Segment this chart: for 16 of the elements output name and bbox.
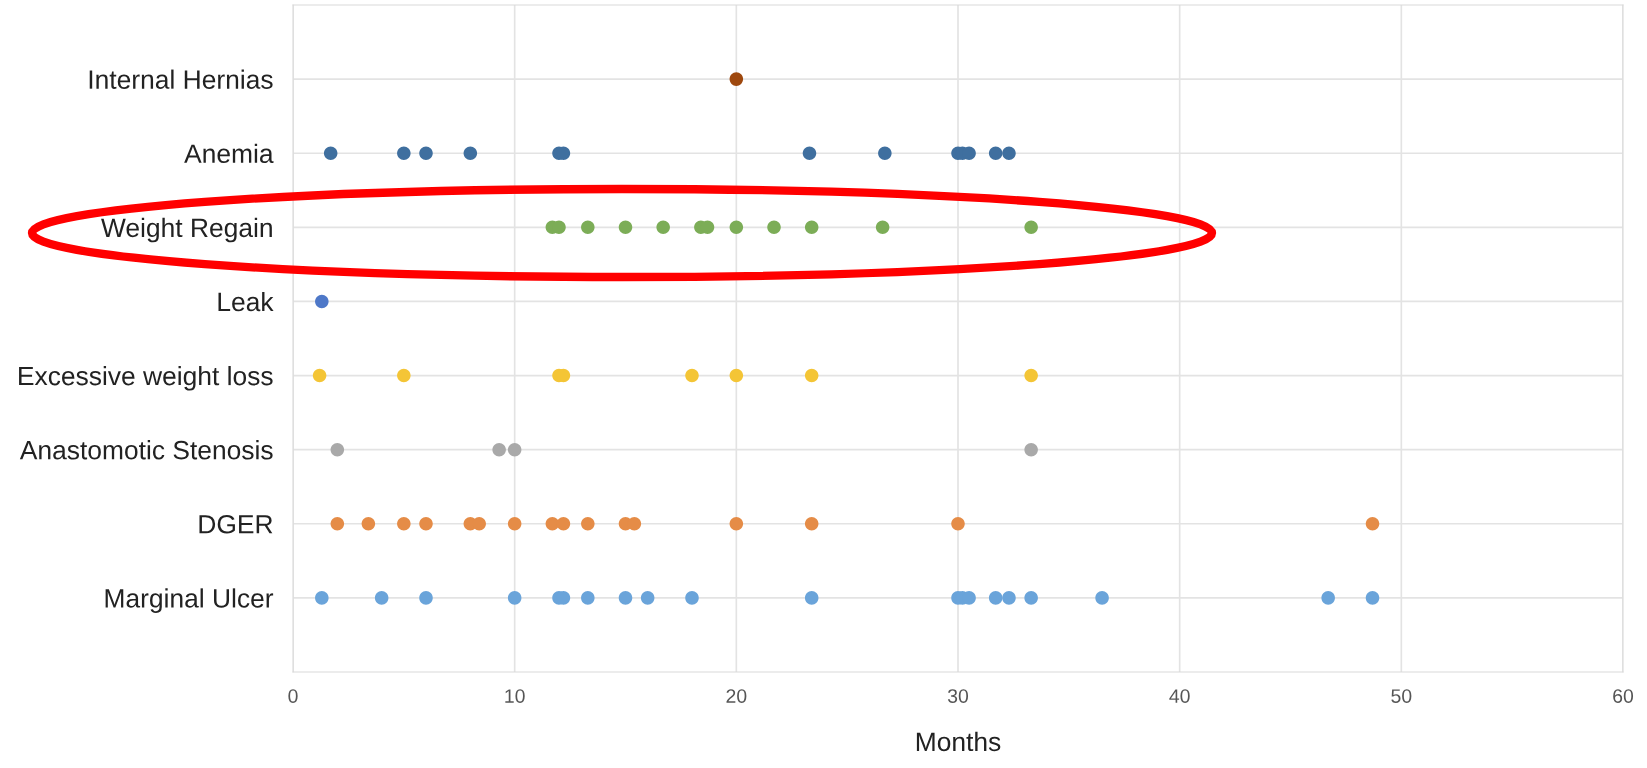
x-tick-label: 10	[505, 689, 525, 703]
y-tick-label: Internal Hernias	[89, 69, 273, 89]
x-tick-label: 0	[288, 689, 298, 703]
y-tick-label: Anemia	[184, 143, 274, 164]
y-tick-label: Leak	[218, 291, 274, 312]
y-tick-label: DGER	[199, 514, 273, 534]
x-tick-label: 50	[1391, 689, 1412, 703]
y-tick-label: Marginal Ulcer	[105, 588, 274, 613]
x-axis-title: Months	[916, 731, 1001, 752]
x-tick-label: 30	[947, 689, 969, 703]
y-tick-label: Excessive weight loss	[19, 365, 273, 391]
x-tick-label: 40	[1169, 689, 1190, 703]
y-tick-label: Anastomotic Stenosis	[19, 440, 273, 460]
y-tick-label: Weight Regain	[101, 217, 272, 243]
x-tick-label: 60	[1613, 689, 1634, 703]
x-tick-label: 20	[726, 689, 747, 703]
